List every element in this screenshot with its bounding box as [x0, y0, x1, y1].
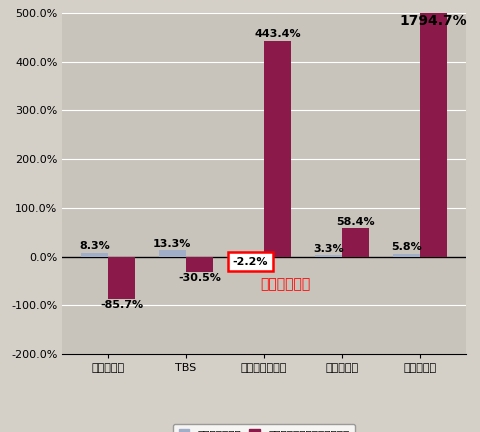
Bar — [315, 255, 342, 257]
Text: リストラ効果: リストラ効果 — [260, 277, 311, 291]
Bar — [81, 253, 108, 257]
Text: 13.3%: 13.3% — [153, 239, 192, 249]
Text: -2.2%: -2.2% — [233, 257, 268, 267]
Text: 8.3%: 8.3% — [79, 241, 110, 251]
Bar — [420, 13, 447, 257]
Text: 5.8%: 5.8% — [391, 242, 422, 252]
Bar — [186, 257, 213, 272]
Bar — [393, 254, 420, 257]
Legend: 売上原価増加分, 投資有価証券評価額損増加分: 売上原価増加分, 投資有価証券評価額損増加分 — [173, 424, 355, 432]
Bar — [159, 250, 186, 257]
Bar — [108, 257, 135, 299]
Text: -30.5%: -30.5% — [178, 273, 221, 283]
Bar — [237, 257, 264, 258]
Bar — [342, 228, 369, 257]
Text: 443.4%: 443.4% — [254, 29, 301, 39]
Text: 58.4%: 58.4% — [336, 217, 375, 227]
Text: -85.7%: -85.7% — [100, 300, 143, 310]
Text: 1794.7%: 1794.7% — [400, 14, 468, 28]
Bar — [264, 41, 291, 257]
Text: 3.3%: 3.3% — [313, 244, 344, 254]
